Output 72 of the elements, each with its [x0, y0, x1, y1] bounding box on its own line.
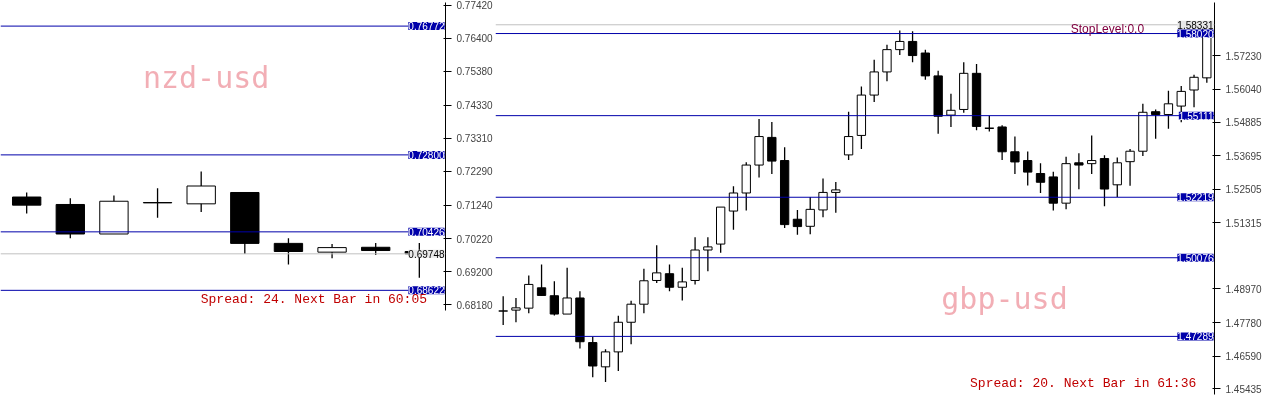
candlestick — [767, 121, 777, 175]
y-tick-label: 0.69200 — [456, 266, 494, 278]
candlestick — [869, 59, 879, 103]
candlestick — [843, 111, 854, 161]
ref-line-label: 1.58020 — [1177, 28, 1214, 40]
y-tick-label: 1.51315 — [1225, 217, 1263, 229]
ref-line-label: 0.76772 — [408, 21, 445, 33]
candlestick — [1189, 74, 1199, 108]
y-tick-label: 0.75380 — [456, 66, 494, 78]
y-tick-label: 0.68180 — [456, 299, 494, 311]
y-tick-label: 0.72290 — [456, 166, 494, 178]
candlestick — [639, 267, 649, 314]
candlestick — [818, 177, 828, 218]
annotation: StopLevel:0.0 — [1070, 21, 1145, 36]
ref-line-label: 1.47289 — [1177, 331, 1214, 343]
ref-line-label: 1.55111 — [1178, 110, 1214, 122]
candlestick — [600, 348, 611, 383]
y-tick-label: 0.70220 — [456, 233, 494, 245]
candlestick — [882, 44, 892, 82]
candlestick — [805, 196, 815, 235]
annotation: Spread: 20. Next Bar in 61:36 — [970, 375, 1197, 391]
candlestick — [1150, 108, 1161, 140]
candlestick — [1125, 148, 1135, 187]
y-tick-label: 1.45435 — [1225, 383, 1263, 395]
candlestick — [1010, 135, 1020, 175]
candlestick — [703, 236, 713, 272]
candlestick — [536, 263, 547, 297]
annotation: gbp-usd — [941, 281, 1068, 317]
ref-line-label: 1.58331 — [1177, 19, 1214, 31]
y-tick-label: 1.56040 — [1225, 84, 1263, 96]
candlestick — [652, 244, 662, 284]
candlestick — [1112, 156, 1122, 198]
ref-line-label: 1.50076 — [1177, 252, 1214, 264]
candlestick — [497, 295, 509, 326]
y-tick-label: 0.73310 — [456, 133, 494, 145]
candlestick — [664, 263, 675, 292]
candlestick — [907, 30, 918, 63]
y-tick-label: 0.71240 — [456, 200, 494, 212]
candlestick — [549, 280, 560, 317]
annotation: nzd-usd — [142, 59, 270, 95]
y-tick-label: 1.46590 — [1225, 351, 1263, 363]
y-tick-label: 1.47780 — [1225, 317, 1263, 329]
y-tick-label: 1.54885 — [1225, 117, 1263, 129]
candlestick — [626, 300, 636, 345]
candlestick — [831, 181, 841, 214]
candlestick — [792, 209, 803, 236]
candlestick — [524, 274, 534, 314]
candlestick — [588, 336, 598, 378]
y-tick-label: 1.48970 — [1225, 283, 1263, 295]
ref-line-label: 0.70426 — [408, 226, 445, 238]
y-tick-label: 1.53695 — [1225, 150, 1263, 162]
candlestick — [1074, 152, 1084, 190]
candlestick — [728, 185, 739, 231]
y-tick-label: 1.57230 — [1225, 50, 1263, 62]
candlestick — [1023, 150, 1033, 187]
ref-line-label: 0.72800 — [408, 149, 445, 161]
candlestick — [142, 187, 173, 219]
candlestick — [1087, 134, 1097, 175]
candlestick — [946, 93, 956, 128]
candlestick — [677, 267, 687, 302]
y-tick-label: 0.76400 — [456, 33, 494, 45]
candlestick — [1163, 90, 1174, 130]
candlestick — [511, 297, 521, 323]
candlestick — [1035, 162, 1046, 194]
ref-line-label: 1.52219 — [1177, 192, 1214, 204]
y-tick-label: 0.77420 — [456, 0, 494, 12]
candlestick — [562, 267, 572, 315]
y-tick-label: 0.74330 — [456, 100, 494, 112]
y-tick-label: 1.52505 — [1225, 184, 1263, 196]
ref-line-label: 0.69748 — [408, 248, 445, 260]
candlestick — [920, 48, 931, 81]
candlestick — [895, 29, 905, 56]
